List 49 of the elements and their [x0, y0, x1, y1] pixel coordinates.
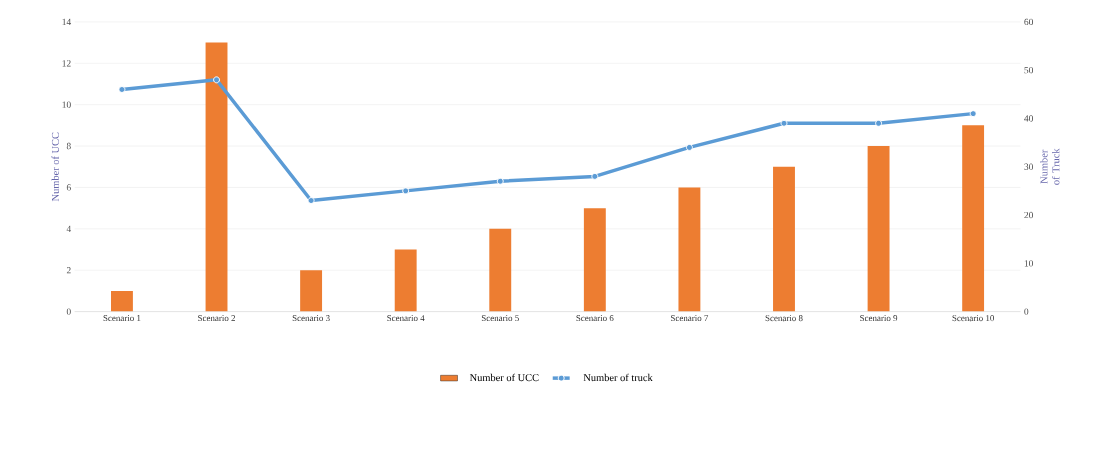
x-tick-label: Scenario 3	[292, 315, 330, 322]
y2-tick-label: 50	[1024, 67, 1034, 74]
point	[969, 110, 977, 118]
x-tick-label: Scenario 8	[765, 315, 803, 322]
y2-tick-label: 30	[1024, 163, 1034, 170]
point	[307, 197, 315, 205]
y-tick-label: 14	[62, 18, 72, 26]
x-tick-label: Scenario 4	[387, 315, 425, 322]
x-tick-label: Scenario 2	[198, 315, 235, 322]
bar	[489, 228, 512, 312]
bar	[111, 290, 133, 312]
x-tick-label: Scenario 6	[576, 315, 614, 322]
bar	[205, 42, 228, 312]
point	[118, 86, 126, 93]
x-tick-label: Scenario 1	[103, 315, 141, 322]
x-tick-label: Scenario 7	[671, 315, 709, 322]
bar	[583, 208, 606, 312]
point	[591, 172, 599, 180]
y2-tick-label: 20	[1024, 211, 1034, 219]
x-tick-label: Scenario 5	[481, 315, 519, 322]
y-tick-label: 12	[62, 60, 71, 67]
point	[875, 119, 883, 127]
y-tick-label: 0	[66, 308, 71, 315]
x-tick-label: Scenario 10	[952, 315, 995, 322]
y2-axis-title: Number of Truck	[1040, 148, 1060, 185]
point	[780, 119, 788, 127]
point	[496, 177, 504, 185]
point	[213, 76, 220, 84]
y2-tick-label: 0	[1024, 308, 1029, 315]
y-tick-label: 4	[66, 225, 72, 232]
y-axis-title: Number of UCC	[51, 132, 59, 202]
bar	[773, 166, 795, 312]
y2-tick-label: 40	[1024, 115, 1034, 122]
bar	[678, 187, 701, 312]
legend-label: Number of truck	[583, 373, 653, 382]
y-tick-label: 10	[62, 101, 71, 108]
bar	[867, 146, 890, 312]
y2-tick-label: 60	[1024, 18, 1034, 26]
x-tick-label: Scenario 9	[860, 315, 898, 322]
point	[402, 187, 410, 195]
bar	[394, 249, 417, 312]
point	[685, 143, 693, 151]
y-tick-label: 8	[66, 142, 71, 150]
legend-label: Number of UCC	[469, 373, 539, 382]
y2-tick-label: 10	[1024, 260, 1034, 267]
bar	[300, 270, 323, 312]
y-tick-label: 6	[66, 184, 71, 191]
y-tick-label: 2	[66, 267, 71, 274]
bar	[962, 125, 985, 312]
